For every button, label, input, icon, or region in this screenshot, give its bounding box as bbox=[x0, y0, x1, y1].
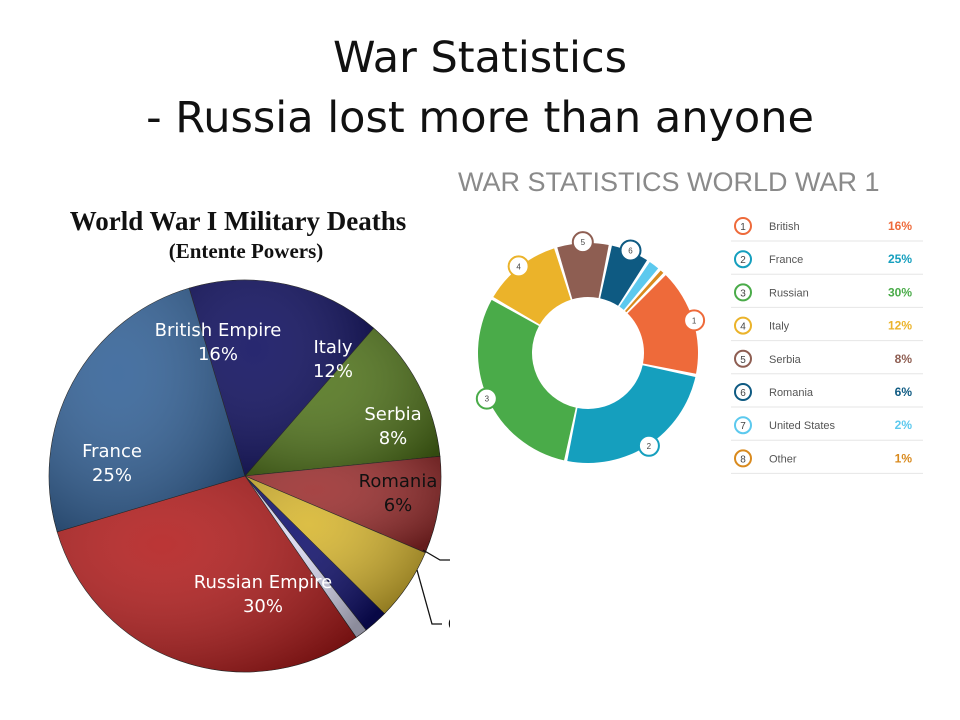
legend-value-italy: 12% bbox=[888, 319, 912, 333]
legend-number-united-states: 7 bbox=[740, 421, 746, 432]
legend-badge-british bbox=[734, 217, 752, 235]
donut-slice-united-states bbox=[619, 261, 659, 310]
donut-badges: 1 2 3 4 5 6 bbox=[475, 231, 706, 457]
donut-badge-romania bbox=[619, 239, 642, 262]
pie-value-russian-empire: 30% bbox=[243, 596, 283, 617]
legend-label-british: British bbox=[769, 221, 800, 233]
legend-number-british: 1 bbox=[740, 222, 746, 233]
pie-slice-shading-others bbox=[245, 476, 367, 638]
pie-callout-line-united-states bbox=[422, 549, 450, 561]
legend-number-other: 8 bbox=[740, 454, 746, 465]
pie-label-british-empire: British Empire bbox=[155, 320, 282, 341]
legend-number-france: 2 bbox=[740, 255, 746, 266]
pie-callout-line-others bbox=[416, 569, 442, 625]
legend-badge-other bbox=[734, 449, 752, 468]
legend-value-france: 25% bbox=[888, 252, 912, 266]
pie-value-italy: 12% bbox=[313, 361, 353, 382]
pie-value-france: 25% bbox=[92, 465, 132, 486]
donut-legend: 1 British 16% 2 France 25% 3 Russian 30% 4 Italy 12… bbox=[727, 210, 927, 476]
legend-label-united-states: United States bbox=[769, 420, 836, 432]
pie-slice-shading-france bbox=[48, 288, 245, 532]
legend-value-united-states: 2% bbox=[895, 418, 913, 432]
legend-row-british bbox=[727, 210, 927, 244]
legend-number-serbia: 5 bbox=[740, 355, 746, 366]
legend-label-italy: Italy bbox=[769, 321, 790, 333]
donut-slice-france bbox=[567, 365, 696, 463]
pie-label-france: France bbox=[82, 441, 142, 462]
donut-chart-title: WAR STATISTICS WORLD WAR 1 bbox=[458, 167, 880, 197]
legend-label-romania: Romania bbox=[769, 387, 814, 399]
pie-label-russian-empire: Russian Empire bbox=[194, 572, 332, 593]
donut-badge-serbia bbox=[571, 231, 594, 254]
legend-row-other bbox=[727, 442, 927, 476]
donut-slice-italy bbox=[493, 248, 571, 325]
legend-label-russian: Russian bbox=[769, 287, 809, 299]
donut-slices bbox=[477, 243, 698, 463]
entente-deaths-pie-chart: World War I Military Deaths (Entente Pow… bbox=[48, 206, 450, 673]
pie-slices bbox=[48, 279, 442, 673]
legend-badge-romania bbox=[734, 383, 752, 401]
war-statistics-donut-infographic: WAR STATISTICS WORLD WAR 1 1 2 3 4 5 6 1 Briti… bbox=[458, 167, 927, 476]
pie-slice-shading-italy bbox=[245, 328, 441, 476]
legend-badge-italy bbox=[734, 316, 752, 335]
pie-labels: British Empire 16% Italy 12% Serbia 8% Romania… bbox=[82, 320, 450, 635]
legend-value-other: 1% bbox=[895, 451, 913, 465]
slide-title-line-1: War Statistics bbox=[332, 33, 628, 83]
legend-number-russian: 3 bbox=[740, 288, 746, 299]
legend-row-serbia bbox=[727, 342, 927, 376]
pie-slice-shading-russian-empire bbox=[57, 476, 357, 672]
donut-badge-number-france: 2 bbox=[647, 442, 652, 451]
legend-value-british: 16% bbox=[888, 219, 912, 233]
pie-slice-shading-united-states bbox=[245, 476, 385, 631]
legend-value-romania: 6% bbox=[895, 385, 913, 399]
pie-label-serbia: Serbia bbox=[364, 404, 421, 425]
donut-badge-italy bbox=[507, 255, 530, 278]
donut-slice-british bbox=[627, 275, 698, 374]
slide-title-line-2: - Russia lost more than anyone bbox=[146, 93, 814, 143]
pie-chart-subtitle: (Entente Powers) bbox=[169, 239, 324, 263]
donut-slice-other bbox=[625, 270, 664, 313]
donut-badge-number-russian: 3 bbox=[485, 395, 490, 404]
donut-badge-france bbox=[637, 434, 660, 457]
legend-label-other: Other bbox=[769, 453, 797, 465]
slide-title: War Statistics - Russia lost more than a… bbox=[0, 28, 960, 148]
pie-label-romania: Romania bbox=[359, 471, 438, 492]
legend-label-france: France bbox=[769, 254, 803, 266]
legend-badge-france bbox=[734, 250, 752, 269]
pie-slice-shading-serbia bbox=[245, 456, 441, 553]
legend-number-romania: 6 bbox=[740, 388, 746, 399]
pie-label-italy: Italy bbox=[313, 337, 352, 358]
pie-slice-shading-british-empire bbox=[189, 280, 374, 476]
legend-badge-russian bbox=[734, 283, 752, 302]
legend-row-russian bbox=[727, 276, 927, 310]
donut-slice-romania bbox=[600, 245, 648, 306]
legend-badge-united-states bbox=[734, 416, 752, 435]
legend-row-romania bbox=[727, 376, 927, 410]
donut-badge-russian bbox=[475, 387, 498, 410]
legend-value-russian: 30% bbox=[888, 285, 912, 299]
legend-value-serbia: 8% bbox=[895, 352, 913, 366]
legend-badge-serbia bbox=[734, 349, 752, 368]
pie-value-british-empire: 16% bbox=[198, 344, 238, 365]
donut-badge-number-british: 1 bbox=[692, 316, 697, 325]
legend-label-serbia: Serbia bbox=[769, 354, 802, 366]
pie-label-others: Others bbox=[448, 614, 450, 635]
donut-badge-british bbox=[683, 309, 706, 332]
legend-row-united-states bbox=[727, 409, 927, 443]
pie-slice-shading-romania bbox=[245, 476, 426, 614]
legend-row-france bbox=[727, 243, 927, 277]
pie-value-romania: 6% bbox=[384, 495, 413, 516]
donut-badge-number-serbia: 5 bbox=[581, 238, 586, 247]
legend-number-italy: 4 bbox=[740, 322, 746, 333]
donut-badge-number-romania: 6 bbox=[628, 246, 633, 255]
donut-slice-russian bbox=[477, 299, 576, 461]
donut-slice-serbia bbox=[557, 243, 609, 300]
donut-badge-number-italy: 4 bbox=[516, 262, 521, 271]
pie-chart-title: World War I Military Deaths bbox=[70, 206, 407, 236]
legend-row-italy bbox=[727, 309, 927, 343]
pie-value-serbia: 8% bbox=[379, 428, 408, 449]
